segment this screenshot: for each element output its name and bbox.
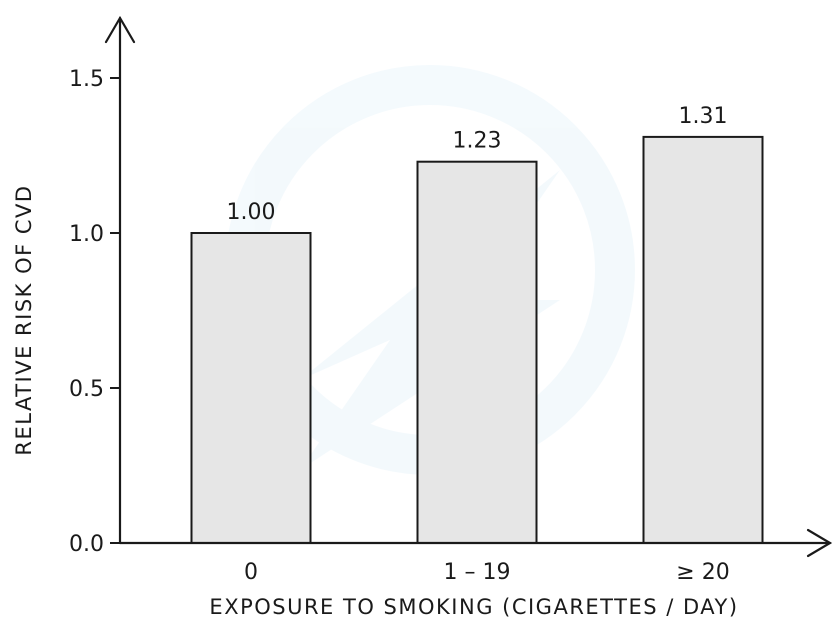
x-axis-arrow [806,528,833,558]
x-axis-title: EXPOSURE TO SMOKING (CIGARETTES / DAY) [209,595,738,619]
bar [642,135,764,544]
x-category-label: 0 [244,560,258,585]
bar-value-label: 1.23 [453,129,502,154]
bar-value-label: 1.31 [679,104,728,129]
bar [416,160,538,544]
x-category-label: 1 – 19 [444,560,511,585]
axes [104,15,833,558]
y-tick-label: 1.5 [69,67,104,92]
category-labels: 0 1 – 19 ≥ 20 [244,560,730,585]
y-tick-label: 0.5 [69,377,104,402]
bar-value-label: 1.00 [227,200,276,225]
x-category-label: ≥ 20 [676,560,729,585]
y-tick-label: 1.0 [69,222,104,247]
bar [190,232,312,544]
y-axis-arrow [104,15,136,44]
bars [190,135,764,544]
y-tick-label: 0.0 [69,532,104,557]
data-labels: 1.00 1.23 1.31 [227,104,728,225]
y-ticks: 0.0 0.5 1.0 1.5 [69,67,120,557]
y-axis-title: RELATIVE RISK OF CVD [12,184,36,455]
